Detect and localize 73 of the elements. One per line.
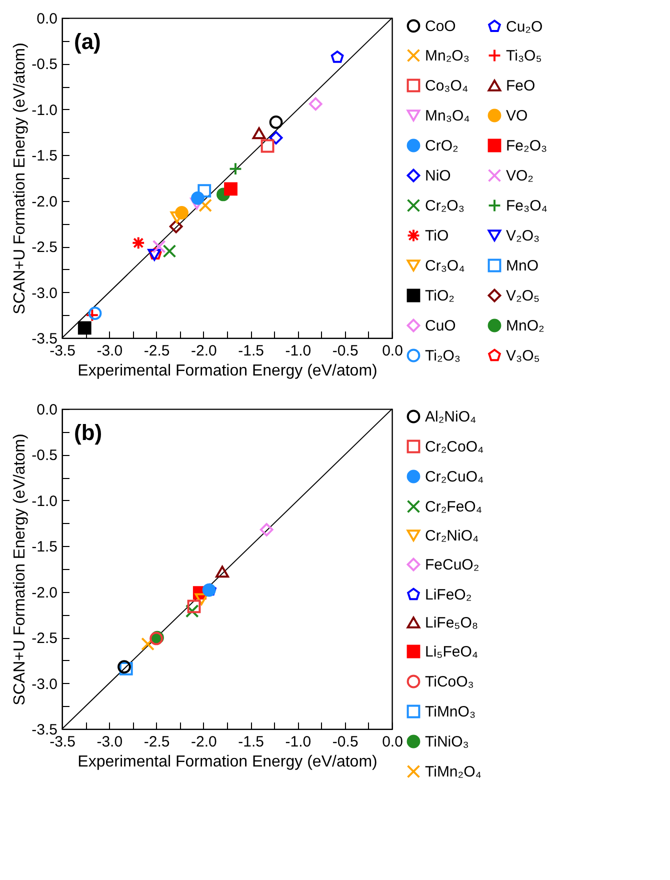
- y-tick-label: -2.5: [32, 630, 58, 648]
- y-tick-label: -1.5: [32, 538, 58, 556]
- legend-label: Cr₃O₄: [425, 258, 465, 274]
- y-tick-label: -1.0: [32, 492, 58, 510]
- y-tick-label: -0.5: [32, 56, 58, 74]
- legend-label: CrO₂: [425, 138, 458, 154]
- x-axis-title: Experimental Formation Energy (eV/atom): [78, 754, 378, 770]
- y-axis-title: SCAN+U Formation Energy (eV/atom): [12, 434, 29, 706]
- legend-label: FeCuO₂: [425, 556, 480, 574]
- legend-label: FeO: [506, 78, 536, 94]
- annotation: (b): [74, 420, 102, 445]
- x-tick-label: -1.0: [285, 342, 312, 360]
- legend-label: TiNiO₃: [425, 734, 469, 750]
- legend-label: TiO: [425, 228, 449, 244]
- x-tick-label: -2.5: [144, 342, 170, 360]
- legend-label: V₂O₃: [506, 228, 540, 244]
- y-tick-label: -1.5: [32, 148, 58, 165]
- legend-label: MnO: [506, 258, 539, 274]
- legend-label: Cr₂NiO₄: [425, 528, 479, 544]
- legend-label: TiMn₂O₄: [425, 764, 482, 780]
- x-tick-label: -3.5: [50, 734, 76, 750]
- legend-label: VO: [506, 108, 528, 124]
- y-tick-label: -1.0: [32, 102, 58, 119]
- y-tick-label: -2.5: [32, 239, 58, 256]
- legend-label: Cr₂FeO₄: [425, 498, 482, 516]
- x-tick-label: -0.5: [332, 342, 358, 360]
- annotation: (a): [74, 29, 101, 54]
- legend-label: V₂O₅: [506, 288, 540, 304]
- legend-label: LiFe₅O₈: [425, 614, 478, 632]
- x-tick-label: -3.0: [96, 734, 123, 750]
- x-tick-label: -0.5: [332, 734, 358, 750]
- x-tick-label: -2.0: [191, 734, 217, 750]
- x-tick-label: 0.0: [382, 734, 403, 750]
- x-tick-label: -3.0: [96, 342, 123, 360]
- x-tick-label: -1.5: [238, 734, 264, 750]
- legend-label: V₃O₅: [506, 348, 540, 364]
- legend-label: Ti₃O₅: [506, 48, 542, 64]
- legend-label: Cr₂O₃: [425, 198, 464, 214]
- x-tick-label: -2.0: [191, 342, 217, 360]
- legend-label: Mn₃O₄: [425, 108, 470, 124]
- legend-label: Fe₂O₃: [506, 138, 548, 154]
- y-tick-label: -3.0: [32, 676, 58, 693]
- legend-label: MnO₂: [506, 318, 545, 334]
- legend-label: Al₂NiO₄: [425, 408, 476, 426]
- x-tick-label: 0.0: [382, 342, 403, 360]
- legend-label: Li₅FeO₄: [425, 644, 478, 660]
- y-tick-label: 0.0: [36, 402, 58, 418]
- x-tick-label: -3.5: [50, 342, 76, 360]
- legend-label: Co₃O₄: [425, 78, 468, 94]
- legend-label: Mn₂O₃: [425, 48, 470, 64]
- x-tick-label: -1.0: [285, 734, 312, 750]
- legend-label: VO₂: [506, 168, 534, 184]
- legend-label: LiFeO₂: [425, 586, 472, 604]
- y-tick-label: -3.0: [32, 284, 58, 302]
- legend-label: TiCoO₃: [425, 674, 474, 690]
- legend-label: TiO₂: [425, 288, 455, 304]
- legend-label: Ti₂O₃: [425, 348, 461, 364]
- y-tick-label: -0.5: [32, 447, 58, 464]
- legend-label: NiO: [425, 168, 451, 184]
- legend-label: Cr₂CuO₄: [425, 468, 484, 486]
- legend-label: TiMnO₃: [425, 704, 476, 720]
- x-tick-label: -2.5: [144, 734, 170, 750]
- x-tick-label: -1.5: [238, 342, 264, 360]
- y-axis-title: SCAN+U Formation Energy (eV/atom): [12, 42, 29, 314]
- y-tick-label: -2.0: [32, 584, 58, 602]
- legend-label: CuO: [425, 318, 456, 334]
- legend-label: Fe₃O₄: [506, 198, 548, 214]
- y-tick-label: 0.0: [36, 10, 58, 28]
- legend-label: Cr₂CoO₄: [425, 438, 484, 456]
- x-axis-title: Experimental Formation Energy (eV/atom): [78, 362, 378, 380]
- legend-label: CoO: [425, 18, 456, 35]
- y-tick-label: -2.0: [32, 193, 58, 210]
- legend-label: Cu₂O: [506, 18, 543, 36]
